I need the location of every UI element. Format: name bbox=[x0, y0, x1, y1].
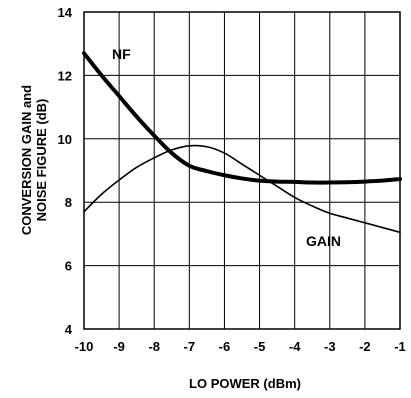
y-axis-label-line-2: NOISE FIGURE (dB) bbox=[34, 99, 49, 222]
x-tick-label: -3 bbox=[324, 339, 336, 354]
y-tick-label: 8 bbox=[65, 195, 72, 210]
y-tick-label: 10 bbox=[58, 132, 72, 147]
y-axis-label: CONVERSION GAIN and NOISE FIGURE (dB) bbox=[19, 85, 49, 235]
y-tick-label: 14 bbox=[58, 5, 73, 20]
x-tick-label: -6 bbox=[219, 339, 231, 354]
x-tick-label: -9 bbox=[113, 339, 125, 354]
series-line-nf bbox=[82, 51, 402, 185]
x-tick-label: -8 bbox=[148, 339, 160, 354]
x-tick-label: -2 bbox=[359, 339, 371, 354]
x-tick-label: -10 bbox=[75, 339, 94, 354]
y-tick-label: 4 bbox=[65, 322, 73, 337]
y-axis-label-line-1: CONVERSION GAIN and bbox=[19, 85, 34, 235]
series-label-nf: NF bbox=[112, 46, 131, 62]
y-tick-label: 6 bbox=[65, 259, 72, 274]
x-tick-label: -4 bbox=[289, 339, 301, 354]
plot-border bbox=[83, 11, 401, 330]
series-line-gain bbox=[83, 144, 401, 234]
x-axis-label: LO POWER (dBm) bbox=[189, 376, 301, 391]
x-tick-label: -5 bbox=[254, 339, 266, 354]
series-lines bbox=[82, 51, 402, 234]
plot-frame bbox=[83, 11, 401, 330]
y-tick-label: 12 bbox=[58, 68, 72, 83]
series-label-gain: GAIN bbox=[306, 233, 341, 249]
tick-labels: -10 -9 -8 -7 -6 -5 -4 -3 -2 -1 4 6 8 10 12 14 bbox=[58, 5, 406, 354]
x-tick-label: -7 bbox=[184, 339, 196, 354]
x-tick-label: -1 bbox=[394, 339, 406, 354]
